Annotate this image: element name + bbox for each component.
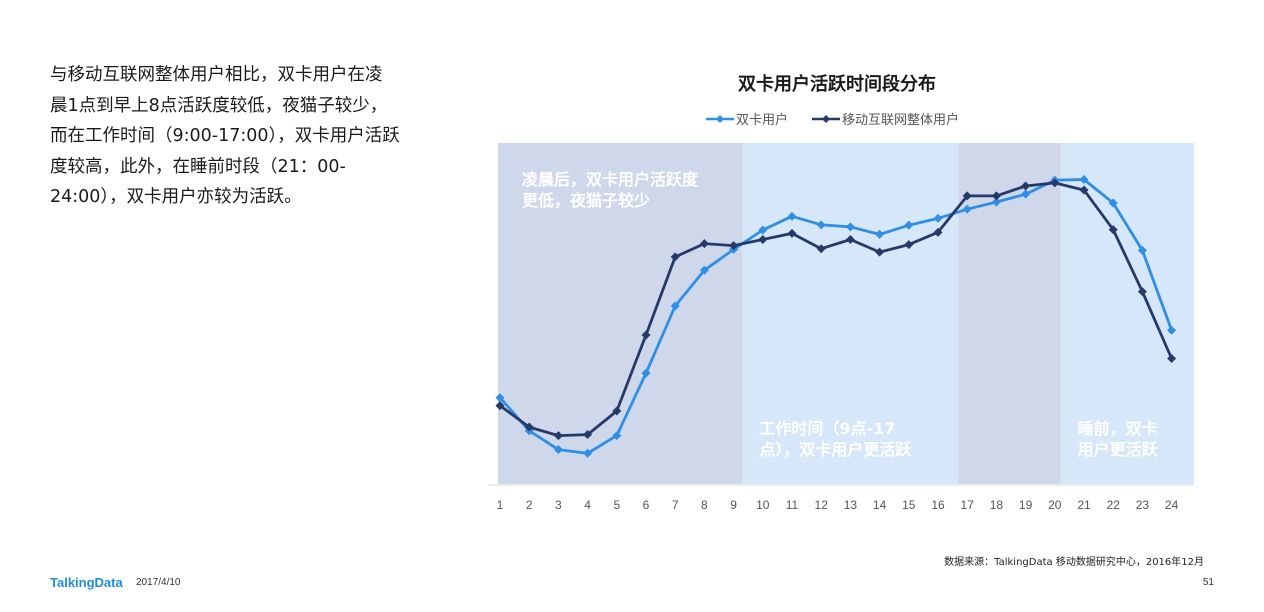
data-point [1167,325,1177,335]
data-point [553,445,563,455]
data-point [904,240,914,250]
legend-swatch-marker [716,115,724,123]
data-point [787,211,797,221]
data-point [612,431,622,441]
data-point [1167,354,1177,364]
data-point [1079,185,1089,195]
legend-swatch-marker [822,115,830,123]
data-point [1050,178,1060,188]
series-line [498,178,1173,455]
data-source-note: 数据来源：TalkingData 移动数据研究中心，2016年12月 [944,557,1204,568]
x-tick-label: 8 [701,498,708,512]
band-annotation: 用户更活跃 [1078,440,1159,459]
page-number: 51 [1202,577,1214,588]
data-point [758,225,768,235]
x-tick-label: 2 [526,498,533,512]
talkingdata-logo: TalkingData [50,575,123,590]
band-annotation: 点），双卡用户更活跃 [759,440,912,459]
data-point [1021,189,1031,199]
legend-entry: 双卡用户 [736,112,788,128]
x-tick-label: 4 [584,498,591,512]
intro-line: 度较高，此外，在睡前时段（21：00- [50,156,346,177]
data-point [1079,174,1089,184]
x-tick-label: 23 [1136,498,1150,512]
x-tick-label: 21 [1077,498,1091,512]
data-point [495,393,505,403]
time-band [958,143,1061,484]
x-tick-label: 18 [990,498,1004,512]
time-band [1060,143,1194,484]
data-point [641,368,651,378]
x-tick-label: 17 [961,498,975,512]
x-tick-label: 1 [497,498,504,512]
intro-text: 与移动互联网整体用户相比，双卡用户在凌 晨1点到早上8点活跃度较低，夜猫子较少，… [50,60,450,213]
x-tick-label: 10 [756,498,770,512]
data-point [904,220,914,230]
x-tick-label: 12 [815,498,829,512]
data-point [845,235,855,245]
data-point [670,301,680,311]
data-point [962,204,972,214]
x-tick-label: 22 [1107,498,1121,512]
intro-line: 晨1点到早上8点活跃度较低，夜猫子较少， [50,95,388,116]
data-point [1021,181,1031,191]
chart-title: 双卡用户活跃时间段分布 [738,73,936,95]
data-point [729,241,739,251]
data-point [933,213,943,223]
x-tick-label: 20 [1048,498,1062,512]
data-point [962,191,972,201]
data-point [699,265,709,275]
x-tick-label: 24 [1165,498,1179,512]
footer-date: 2017/4/10 [136,577,181,588]
x-tick-label: 16 [931,498,945,512]
data-point [933,227,943,237]
band-annotation: 更低，夜猫子较少 [522,191,650,210]
band-annotation: 工作时间（9点-17 [759,419,895,438]
legend-entry: 移动互联网整体用户 [842,112,959,128]
time-band [742,143,959,484]
data-point [991,197,1001,207]
x-tick-label: 7 [672,498,679,512]
data-point [758,235,768,245]
x-tick-label: 14 [873,498,887,512]
data-point [991,191,1001,201]
data-point [816,220,826,230]
data-point [1137,287,1147,297]
data-point [670,252,680,262]
data-point [583,430,593,440]
x-tick-label: 19 [1019,498,1033,512]
data-point [787,228,797,238]
intro-line: 而在工作时间（9:00-17:00），双卡用户活跃 [50,126,400,146]
data-point [875,229,885,239]
data-point [583,448,593,458]
data-point [1108,198,1118,208]
x-tick-label: 11 [786,498,799,512]
data-point [495,401,505,411]
band-annotation: 睡前，双卡 [1078,419,1158,438]
x-tick-label: 13 [844,498,858,512]
series-line [499,181,1173,438]
intro-line: 24:00），双卡用户亦较为活跃。 [50,187,302,207]
data-point [699,239,709,249]
data-point [845,222,855,232]
data-point [816,244,826,254]
band-annotation: 凌晨后，双卡用户活跃度 [522,170,699,189]
data-point [1108,225,1118,235]
data-point [553,431,563,441]
data-point [875,247,885,257]
x-tick-label: 15 [902,498,916,512]
intro-line: 与移动互联网整体用户相比，双卡用户在凌 [50,65,383,85]
x-tick-label: 9 [730,498,737,512]
x-tick-label: 6 [643,498,650,512]
data-point [524,422,534,432]
data-point [641,330,651,340]
data-point [1137,245,1147,255]
x-tick-label: 5 [613,498,620,512]
x-tick-label: 3 [555,498,562,512]
data-point [612,406,622,416]
